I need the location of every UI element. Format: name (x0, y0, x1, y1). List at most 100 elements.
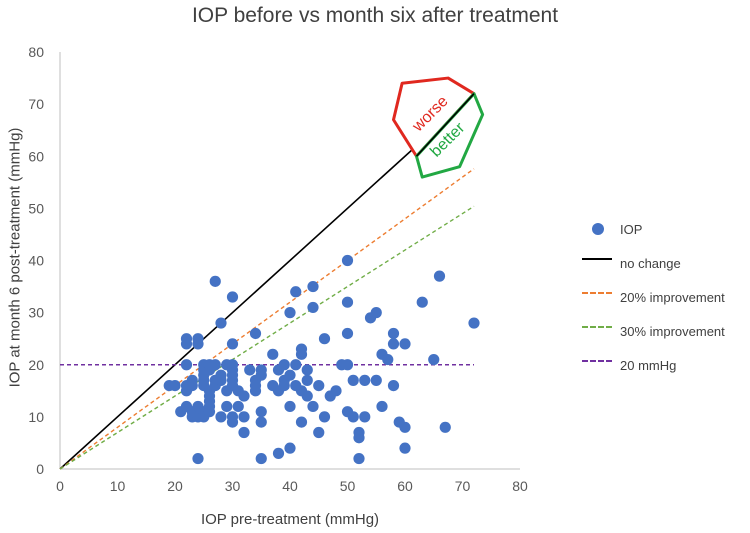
data-point (439, 421, 451, 433)
line-20-improvement (59, 168, 475, 470)
legend-line-20-mmhg (582, 360, 612, 362)
data-point (284, 400, 296, 413)
data-point (215, 317, 227, 329)
data-point (359, 374, 371, 386)
data-point (267, 348, 279, 360)
data-point (416, 296, 428, 308)
data-point (226, 416, 239, 428)
data-point (192, 338, 204, 350)
data-point (313, 380, 325, 392)
legend-line-no-change (582, 258, 612, 260)
data-point (215, 374, 227, 386)
data-point (399, 421, 411, 433)
legend-item-no-change: no change (582, 252, 750, 286)
line-no-change (59, 93, 475, 470)
data-point (238, 411, 250, 423)
x-tick-label: 30 (225, 478, 241, 494)
data-point (226, 291, 239, 303)
data-point (307, 280, 319, 293)
data-point (255, 364, 267, 376)
y-tick-label: 40 (28, 253, 44, 269)
data-point (295, 348, 308, 360)
data-point (370, 374, 382, 386)
legend-line-30-improvement (582, 326, 612, 328)
legend-label-20-improvement: 20% improvement (620, 290, 725, 305)
y-axis-label: IOP at month 6 post-treatment (mmHg) (6, 127, 24, 388)
data-point (318, 411, 331, 423)
y-tick-label: 50 (28, 200, 44, 216)
y-tick-label: 70 (28, 96, 44, 112)
data-point (330, 385, 342, 397)
data-point (295, 416, 308, 428)
legend-label-30-improvement: 30% improvement (620, 324, 725, 339)
legend-item-20-mmhg: 20 mmHg (582, 354, 750, 388)
data-point (353, 452, 365, 465)
legend-label-iop: IOP (620, 222, 643, 237)
data-point (284, 369, 296, 381)
data-point (347, 411, 359, 423)
data-point (221, 400, 233, 413)
data-point (255, 416, 267, 428)
data-point (353, 432, 365, 444)
data-point (313, 426, 325, 439)
data-point (272, 447, 285, 459)
data-point (209, 359, 221, 371)
data-point (370, 307, 382, 319)
data-point (169, 380, 181, 392)
legend-label-20-mmhg: 20 mmHg (620, 358, 677, 373)
data-point (180, 338, 193, 350)
data-point (347, 374, 359, 386)
legend-line-20-improvement (582, 292, 612, 294)
data-point (341, 254, 354, 267)
data-point (180, 359, 193, 371)
data-point (399, 442, 411, 454)
data-point (318, 333, 331, 345)
y-tick-label: 0 (36, 461, 44, 477)
y-tick-label: 20 (28, 357, 44, 373)
data-point (387, 327, 400, 340)
data-point (301, 374, 313, 386)
data-point (376, 400, 388, 413)
data-point (238, 426, 250, 439)
legend-item-30-improvement: 30% improvement (582, 320, 750, 354)
x-tick-label: 10 (110, 478, 126, 494)
data-point (341, 327, 354, 340)
data-point (290, 359, 302, 371)
y-tick-label: 80 (28, 44, 44, 60)
data-point (387, 338, 400, 350)
data-point (307, 400, 319, 413)
x-tick-label: 40 (282, 478, 298, 494)
data-point (186, 380, 198, 392)
x-tick-label: 70 (455, 478, 471, 494)
x-tick-label: 20 (167, 478, 183, 494)
legend-label-no-change: no change (620, 256, 681, 271)
x-tick-label: 0 (56, 478, 64, 494)
y-tick-label: 30 (28, 305, 44, 321)
x-tick-label: 60 (397, 478, 413, 494)
data-point (244, 364, 256, 376)
chart-legend: IOP no change 20% improvement 30% improv… (582, 218, 750, 388)
data-point (399, 338, 411, 350)
data-point (290, 286, 302, 298)
data-point (192, 452, 204, 465)
data-point (226, 338, 239, 350)
data-point (387, 380, 400, 392)
no-change-line-overlay (415, 93, 475, 157)
data-point (215, 411, 227, 423)
data-point (238, 390, 250, 402)
y-tick-label: 10 (28, 409, 44, 425)
data-point (278, 359, 290, 371)
legend-marker-iop (592, 223, 604, 235)
data-point (284, 442, 296, 454)
data-point (301, 390, 313, 402)
x-tick-label: 80 (512, 478, 528, 494)
data-point (301, 364, 313, 376)
data-point (433, 270, 446, 282)
legend-item-20-improvement: 20% improvement (582, 286, 750, 320)
data-point (278, 380, 290, 392)
data-point (209, 275, 221, 287)
data-point (249, 327, 262, 340)
line-30-improvement (59, 205, 475, 470)
data-point (284, 307, 296, 319)
